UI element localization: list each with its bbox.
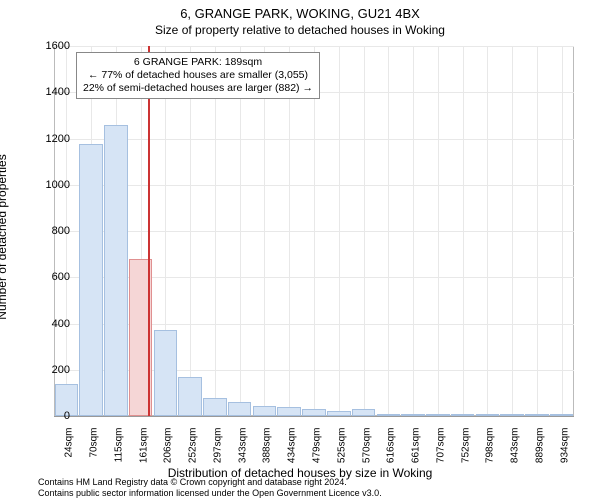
gridline-v <box>364 46 365 416</box>
gridline-v <box>463 46 464 416</box>
chart-subtitle: Size of property relative to detached ho… <box>0 21 600 37</box>
histogram-bar <box>79 144 103 416</box>
histogram-bar <box>550 414 574 416</box>
gridline-v <box>264 46 265 416</box>
ytick-label: 600 <box>30 271 70 283</box>
histogram-bar <box>451 414 475 416</box>
ytick-label: 400 <box>30 318 70 330</box>
histogram-bar <box>154 330 178 416</box>
ytick-label: 1000 <box>30 179 70 191</box>
annotation-line: ← 77% of detached houses are smaller (3,… <box>83 69 313 82</box>
ytick-label: 1200 <box>30 133 70 145</box>
gridline-v <box>562 46 563 416</box>
ytick-label: 1600 <box>30 40 70 52</box>
gridline-v <box>487 46 488 416</box>
histogram-bar <box>253 406 277 416</box>
ytick-label: 200 <box>30 364 70 376</box>
xtick-label: 707sqm <box>435 428 446 488</box>
gridline-v <box>388 46 389 416</box>
gridline-v <box>190 46 191 416</box>
annotation-line: 22% of semi-detached houses are larger (… <box>83 82 313 95</box>
ytick-label: 0 <box>30 410 70 422</box>
gridline-v <box>512 46 513 416</box>
xtick-label: 70sqm <box>89 428 100 488</box>
chart-title: 6, GRANGE PARK, WOKING, GU21 4BX <box>0 0 600 21</box>
xtick-label: 525sqm <box>336 428 347 488</box>
xtick-label: 434sqm <box>287 428 298 488</box>
gridline-v <box>215 46 216 416</box>
xtick-label: 843sqm <box>510 428 521 488</box>
histogram-bar <box>277 407 301 416</box>
histogram-bar <box>228 402 252 416</box>
xtick-label: 115sqm <box>113 428 124 488</box>
xtick-label: 388sqm <box>262 428 273 488</box>
histogram-bar <box>401 414 425 416</box>
xtick-label: 343sqm <box>237 428 248 488</box>
xtick-label: 570sqm <box>361 428 372 488</box>
gridline-v <box>537 46 538 416</box>
gridline-v <box>413 46 414 416</box>
y-axis-label: Number of detached properties <box>0 154 9 319</box>
plot-area: 6 GRANGE PARK: 189sqm← 77% of detached h… <box>54 46 574 416</box>
histogram-bar <box>500 414 524 416</box>
annotation-line: 6 GRANGE PARK: 189sqm <box>83 56 313 69</box>
xtick-label: 661sqm <box>411 428 422 488</box>
histogram-bar <box>302 409 326 416</box>
gridline-v <box>240 46 241 416</box>
chart-container: 6, GRANGE PARK, WOKING, GU21 4BX Size of… <box>0 0 600 500</box>
ytick-label: 1400 <box>30 86 70 98</box>
histogram-bar <box>203 398 227 417</box>
xtick-label: 934sqm <box>559 428 570 488</box>
marker-line <box>148 46 150 416</box>
histogram-bar <box>352 409 376 416</box>
annotation-box: 6 GRANGE PARK: 189sqm← 77% of detached h… <box>76 52 320 99</box>
xtick-label: 206sqm <box>163 428 174 488</box>
xtick-label: 479sqm <box>312 428 323 488</box>
histogram-bar <box>104 125 128 416</box>
xtick-label: 252sqm <box>188 428 199 488</box>
xtick-label: 616sqm <box>386 428 397 488</box>
gridline-v <box>314 46 315 416</box>
histogram-bar <box>525 414 549 416</box>
ytick-label: 800 <box>30 225 70 237</box>
histogram-bar <box>327 411 351 416</box>
histogram-bar <box>377 414 401 416</box>
gridline-v <box>438 46 439 416</box>
footer-line2: Contains public sector information licen… <box>38 488 382 498</box>
xtick-label: 161sqm <box>138 428 149 488</box>
histogram-bar <box>426 414 450 416</box>
xtick-label: 297sqm <box>212 428 223 488</box>
gridline-v <box>339 46 340 416</box>
gridline-v <box>289 46 290 416</box>
xtick-label: 24sqm <box>64 428 75 488</box>
xtick-label: 752sqm <box>460 428 471 488</box>
histogram-bar <box>476 414 500 416</box>
histogram-bar <box>178 377 202 416</box>
xtick-label: 798sqm <box>485 428 496 488</box>
xtick-label: 889sqm <box>534 428 545 488</box>
